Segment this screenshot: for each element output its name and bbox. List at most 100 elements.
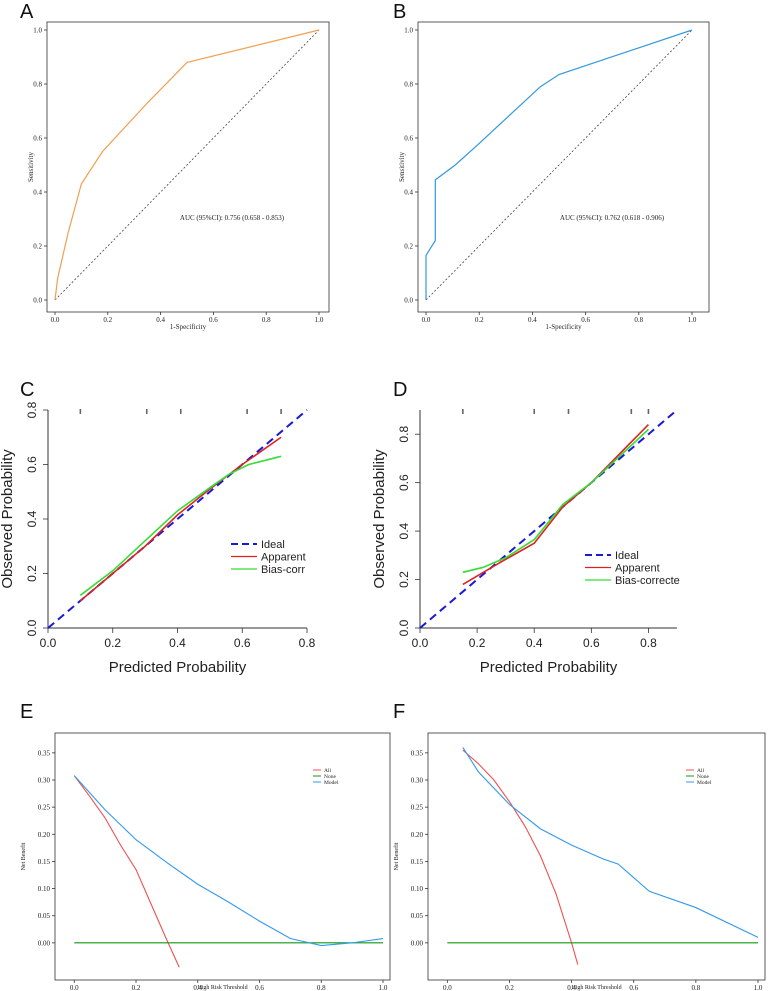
y-tick-label: 0.25: [38, 804, 51, 812]
y-tick-label: 0.25: [411, 804, 424, 812]
x-tick-label: 0.6: [583, 636, 600, 650]
x-tick-label: 0.6: [234, 636, 251, 650]
model-curve: [73, 775, 384, 947]
auc-annotation: AUC (95%CI): 0.756 (0.658 - 0.853): [180, 214, 285, 222]
panel-label-d: D: [393, 379, 407, 401]
x-tick-label: 0.6: [581, 316, 590, 324]
y-tick-label: 0.4: [25, 510, 39, 527]
y-tick-label: 0.2: [33, 243, 42, 251]
x-tick-label: 0.4: [528, 316, 537, 324]
y-tick-label: 0.8: [25, 401, 39, 418]
legend-label: Apparent: [261, 552, 306, 564]
y-tick-label: 0.8: [404, 81, 413, 89]
y-tick-label: 0.10: [38, 885, 51, 893]
x-tick-label: 0.6: [629, 984, 638, 991]
y-tick-label: 1.0: [33, 27, 42, 35]
x-tick-label: 0.8: [317, 984, 326, 991]
legend-label: Ideal: [615, 550, 639, 562]
y-tick-label: 0.0: [25, 619, 39, 636]
x-tick-label: 0.4: [567, 984, 576, 991]
y-tick-label: 0.4: [33, 189, 42, 197]
x-tick-label: 0.2: [469, 636, 486, 650]
y-tick-label: 0.15: [38, 858, 51, 866]
x-tick-label: 0.4: [193, 984, 202, 991]
y-tick-label: 0.2: [25, 565, 39, 582]
x-axis-title: Predicted Probability: [109, 659, 247, 676]
x-tick-label: 0.8: [640, 636, 657, 650]
diagonal-reference-line: [425, 29, 693, 301]
y-axis-title: Net Benefit: [20, 842, 27, 870]
x-tick-label: 0.6: [255, 984, 264, 991]
legend-label: None: [324, 774, 336, 780]
x-tick-label: 0.2: [104, 636, 121, 650]
roc-curve: [54, 29, 320, 301]
y-tick-label: 0.8: [33, 81, 42, 89]
x-tick-label: 0.0: [70, 984, 79, 991]
x-tick-label: 0.2: [505, 984, 514, 991]
x-tick-label: 0.8: [691, 984, 700, 991]
y-tick-label: 0.6: [33, 135, 42, 143]
x-tick-label: 1.0: [754, 984, 763, 991]
panel-label-c: C: [20, 379, 34, 401]
roc-curve: [425, 29, 693, 300]
plot-frame-e: [54, 732, 391, 981]
legend-label: None: [697, 774, 709, 780]
y-axis-title: Sensitivity: [398, 152, 406, 182]
x-tick-label: 0.0: [40, 636, 57, 650]
plot-frame-a: [46, 21, 330, 313]
y-tick-label: 0.0: [397, 619, 411, 636]
x-tick-label: 0.4: [169, 636, 186, 650]
x-tick-label: 0.8: [634, 316, 643, 324]
bias-corrected-line: [462, 428, 649, 574]
x-tick-label: 0.2: [103, 316, 112, 324]
y-tick-label: 0.00: [411, 939, 424, 947]
model-curve: [462, 747, 759, 938]
y-tick-label: 0.30: [411, 777, 424, 785]
y-tick-label: 0.35: [411, 749, 424, 757]
y-tick-label: 0.20: [411, 831, 424, 839]
plot-frame-f: [427, 732, 766, 981]
panel-label-f: F: [393, 701, 405, 723]
legend-label: All: [324, 768, 332, 774]
y-axis-title: Sensitivity: [27, 152, 35, 182]
y-tick-label: 0.20: [38, 831, 51, 839]
panel-label-a: A: [20, 1, 34, 23]
x-tick-label: 1.0: [379, 984, 388, 991]
x-axis-title: 1-Specificity: [170, 323, 207, 331]
y-tick-label: 0.6: [25, 456, 39, 473]
panel-label-b: B: [393, 1, 406, 23]
treat-all-curve: [73, 775, 180, 968]
y-tick-label: 0.2: [397, 571, 411, 588]
legend-label: Ideal: [261, 539, 285, 551]
diagonal-reference-line: [54, 29, 320, 301]
y-tick-label: 0.0: [33, 297, 42, 305]
x-tick-label: 0.0: [443, 984, 452, 991]
y-axis-title: Net Benefit: [393, 842, 400, 870]
y-axis-title: Observed Probability: [0, 449, 16, 589]
x-axis-title: Predicted Probability: [480, 659, 618, 676]
y-tick-label: 0.35: [38, 749, 51, 757]
x-tick-label: 0.0: [412, 636, 429, 650]
x-axis-title: High Risk Threshold: [571, 985, 621, 991]
x-axis-title: High Risk Threshold: [197, 985, 247, 991]
y-tick-label: 0.15: [411, 858, 424, 866]
bias-corrected-line: [79, 455, 282, 596]
y-tick-label: 0.05: [411, 912, 424, 920]
y-tick-label: 1.0: [404, 27, 413, 35]
x-tick-label: 0.2: [475, 316, 484, 324]
x-tick-label: 1.0: [688, 316, 697, 324]
ideal-line: [419, 409, 678, 629]
x-tick-label: 0.0: [422, 316, 431, 324]
x-tick-label: 0.6: [209, 316, 218, 324]
panel-label-e: E: [20, 701, 33, 723]
y-tick-label: 0.10: [411, 885, 424, 893]
x-tick-label: 0.2: [132, 984, 141, 991]
y-tick-label: 0.6: [397, 474, 411, 491]
treat-all-curve: [462, 749, 579, 965]
auc-annotation: AUC (95%CI): 0.762 (0.618 - 0.906): [560, 214, 665, 222]
x-tick-label: 1.0: [315, 316, 324, 324]
y-tick-label: 0.00: [38, 939, 51, 947]
y-axis-title: Observed Probability: [371, 449, 388, 589]
x-axis-title: 1-Specificity: [545, 323, 582, 331]
